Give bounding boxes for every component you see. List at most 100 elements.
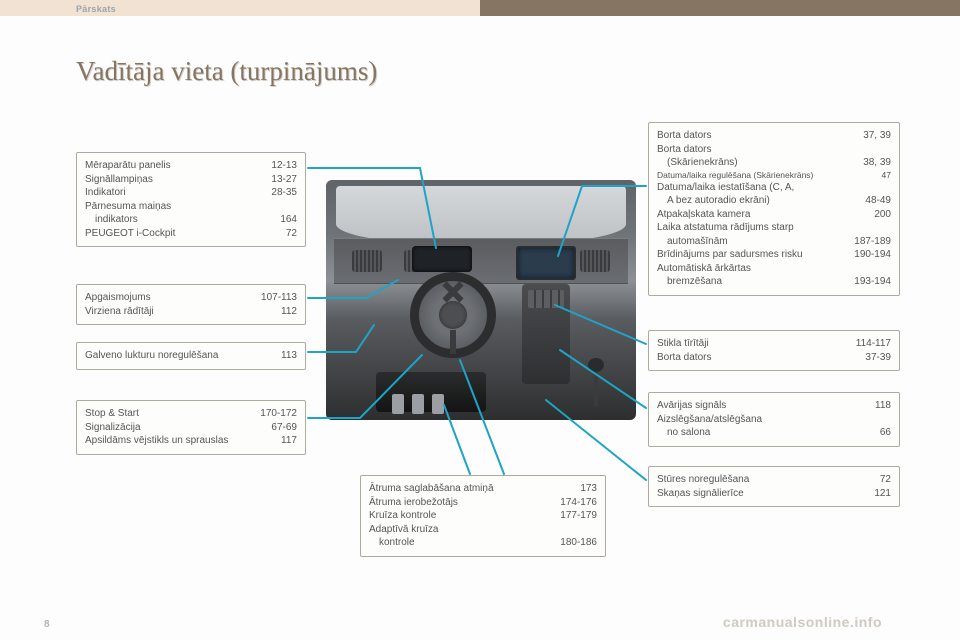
callout-value: 12-13 (255, 159, 297, 173)
callout-key: Ātruma saglabāšana atmiņā (369, 482, 500, 496)
callout-key: A bez autoradio ekrāni) (657, 194, 776, 208)
callout-key: Mēraparātu panelis (85, 159, 177, 173)
callout-key: PEUGEOT i-Cockpit (85, 227, 181, 241)
callout-row: Pārnesuma maiņas (85, 200, 297, 214)
page-title: Vadītāja vieta (turpinājums) (76, 56, 377, 87)
callout-row: Ātruma saglabāšana atmiņā 173 (369, 482, 597, 496)
callout-row: Aizslēgšana/atslēgšana (657, 413, 891, 427)
callout-key: Kruīza kontrole (369, 509, 442, 523)
callout-box: Galveno lukturu noregulēšana113 (76, 342, 306, 370)
callout-box: Ātruma saglabāšana atmiņā 173 Ātruma ierob… (360, 475, 606, 557)
callout-value (555, 523, 597, 537)
callout-key: Stop & Start (85, 407, 145, 421)
pedal-icon (412, 394, 424, 414)
callout-key: Borta dators (657, 143, 717, 157)
callout-row: Mēraparātu panelis 12-13 (85, 159, 297, 173)
touchscreen (516, 246, 576, 280)
callout-row: Apsildāms vējstikls un sprauslas117 (85, 434, 297, 448)
callout-value (849, 221, 891, 235)
callout-key: Signāllampiņas (85, 173, 159, 187)
callout-row: Datuma/laika iestatīšana (C, A, (657, 181, 891, 195)
callout-value: 112 (255, 305, 297, 319)
callout-value (849, 262, 891, 276)
callout-key: Pārnesuma maiņas (85, 200, 177, 214)
wheel-spoke-icon (450, 330, 456, 354)
callout-row: no salona 66 (657, 426, 891, 440)
callout-row: Automātiskā ārkārtas (657, 262, 891, 276)
callout-box: Stikla tīrītāji114-117Borta dators37-39 (648, 330, 900, 371)
air-vent-icon (352, 250, 382, 272)
callout-key: Virziena rādītāji (85, 305, 160, 319)
callout-value (849, 181, 891, 195)
callout-row: Stūres noregulēšana 72 (657, 473, 891, 487)
callout-key: Stikla tīrītāji (657, 337, 715, 351)
callout-key: Datuma/laika iestatīšana (C, A, (657, 181, 800, 195)
callout-row: Atpakaļskata kamera200 (657, 208, 891, 222)
callout-key: Aizslēgšana/atslēgšana (657, 413, 768, 427)
callout-key: Adaptīvā kruīza (369, 523, 444, 537)
pedal-icon (392, 394, 404, 414)
header-tab-light (0, 0, 480, 16)
callout-row: Adaptīvā kruīza (369, 523, 597, 537)
callout-row: Indikatori28-35 (85, 186, 297, 200)
callout-box: Stop & Start 170-172Signalizācija67-69Aps… (76, 400, 306, 455)
callout-value (849, 143, 891, 157)
callout-box: Borta dators37, 39Borta dators(Skārienek… (648, 122, 900, 296)
callout-value: 180-186 (555, 536, 597, 550)
callout-key: Laika atstatuma rādījums starp (657, 221, 800, 235)
callout-value: 114-117 (849, 337, 891, 351)
callout-row: Stikla tīrītāji 114-117 (657, 337, 891, 351)
callout-key: indikators (85, 213, 144, 227)
callout-key: automašīnām (657, 235, 734, 249)
callout-box: Apgaismojums 107-113 Virziena rādītāji 112 (76, 284, 306, 325)
callout-row: Signalizācija67-69 (85, 421, 297, 435)
callout-row: Galveno lukturu noregulēšana113 (85, 349, 297, 363)
callout-value: 47 (849, 170, 891, 181)
callout-value: 66 (849, 426, 891, 440)
callout-key: kontrole (369, 536, 421, 550)
callout-row: Borta dators37, 39 (657, 129, 891, 143)
stack-buttons (528, 290, 564, 308)
air-vent-icon (580, 250, 610, 272)
callout-key: Stūres noregulēšana (657, 473, 755, 487)
wheel-hub-icon (439, 301, 467, 329)
callout-row: (Skārienekrāns)38, 39 (657, 156, 891, 170)
callout-value: 173 (555, 482, 597, 496)
callout-value: 28-35 (255, 186, 297, 200)
callout-key: Datuma/laika regulēšana (Skārienekrāns) (657, 170, 819, 181)
callout-row: Signāllampiņas 13-27 (85, 173, 297, 187)
callout-value: 113 (255, 349, 297, 363)
callout-value: 107-113 (255, 291, 297, 305)
callout-row: Skaņas signālierīce121 (657, 487, 891, 501)
callout-row: PEUGEOT i-Cockpit72 (85, 227, 297, 241)
callout-row: Apgaismojums 107-113 (85, 291, 297, 305)
callout-value: 13-27 (255, 173, 297, 187)
callout-key: Borta dators (657, 129, 717, 143)
callout-key: Apgaismojums (85, 291, 157, 305)
callout-value: 187-189 (849, 235, 891, 249)
callout-key: Avārijas signāls (657, 399, 732, 413)
callout-row: A bez autoradio ekrāni)48-49 (657, 194, 891, 208)
callout-row: Brīdinājums par sadursmes risku190-194 (657, 248, 891, 262)
callout-value: 170-172 (255, 407, 297, 421)
center-stack (522, 284, 570, 384)
callout-value: 72 (849, 473, 891, 487)
callout-value: 118 (849, 399, 891, 413)
gear-shifter-icon (588, 358, 604, 406)
callout-box: Avārijas signāls 118 Aizslēgšana/atslēgšan… (648, 392, 900, 447)
callout-row: bremzēšana193-194 (657, 275, 891, 289)
steering-wheel (410, 272, 496, 358)
callout-key: Brīdinājums par sadursmes risku (657, 248, 809, 262)
callout-row: Borta dators (657, 143, 891, 157)
callout-value: 177-179 (555, 509, 597, 523)
callout-box: Mēraparātu panelis 12-13 Signāllampiņas 13-… (76, 152, 306, 247)
callout-row: kontrole 180-186 (369, 536, 597, 550)
callout-value (849, 413, 891, 427)
callout-key: Ātruma ierobežotājs (369, 496, 464, 510)
callout-row: Virziena rādītāji 112 (85, 305, 297, 319)
callout-key: no salona (657, 426, 716, 440)
callout-value: 200 (849, 208, 891, 222)
dashboard-illustration (326, 180, 636, 420)
callout-value: 193-194 (849, 275, 891, 289)
callout-value: 174-176 (555, 496, 597, 510)
